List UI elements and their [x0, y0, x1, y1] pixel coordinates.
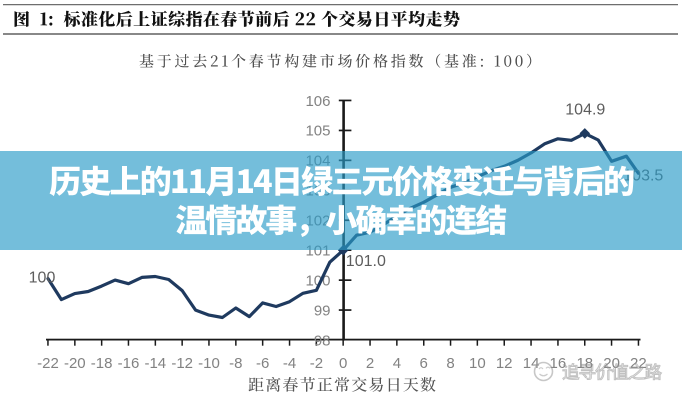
svg-text:16: 16: [550, 355, 567, 372]
svg-text:22: 22: [630, 355, 647, 372]
svg-text:-14: -14: [144, 355, 166, 372]
svg-text:104.9: 104.9: [565, 102, 605, 119]
svg-text:-22: -22: [37, 355, 59, 372]
svg-text:14: 14: [523, 355, 540, 372]
svg-text:99: 99: [314, 302, 331, 319]
svg-text:12: 12: [496, 355, 513, 372]
svg-text:-12: -12: [171, 355, 193, 372]
svg-text:105: 105: [305, 123, 330, 140]
svg-text:4: 4: [393, 355, 401, 372]
svg-text:-20: -20: [64, 355, 86, 372]
svg-text:2: 2: [366, 355, 374, 372]
svg-text:98: 98: [314, 332, 331, 349]
svg-text:106: 106: [305, 93, 330, 110]
svg-text:100: 100: [29, 269, 56, 286]
svg-text:10: 10: [469, 355, 486, 372]
svg-text:-18: -18: [91, 355, 113, 372]
svg-text:0: 0: [339, 355, 347, 372]
svg-text:-16: -16: [118, 355, 140, 372]
svg-text:-8: -8: [229, 355, 242, 372]
svg-text:-6: -6: [256, 355, 269, 372]
svg-text:-10: -10: [198, 355, 220, 372]
svg-text:-4: -4: [283, 355, 296, 372]
svg-text:-2: -2: [310, 355, 323, 372]
svg-text:6: 6: [420, 355, 428, 372]
svg-text:101.0: 101.0: [346, 253, 386, 270]
svg-text:8: 8: [446, 355, 454, 372]
